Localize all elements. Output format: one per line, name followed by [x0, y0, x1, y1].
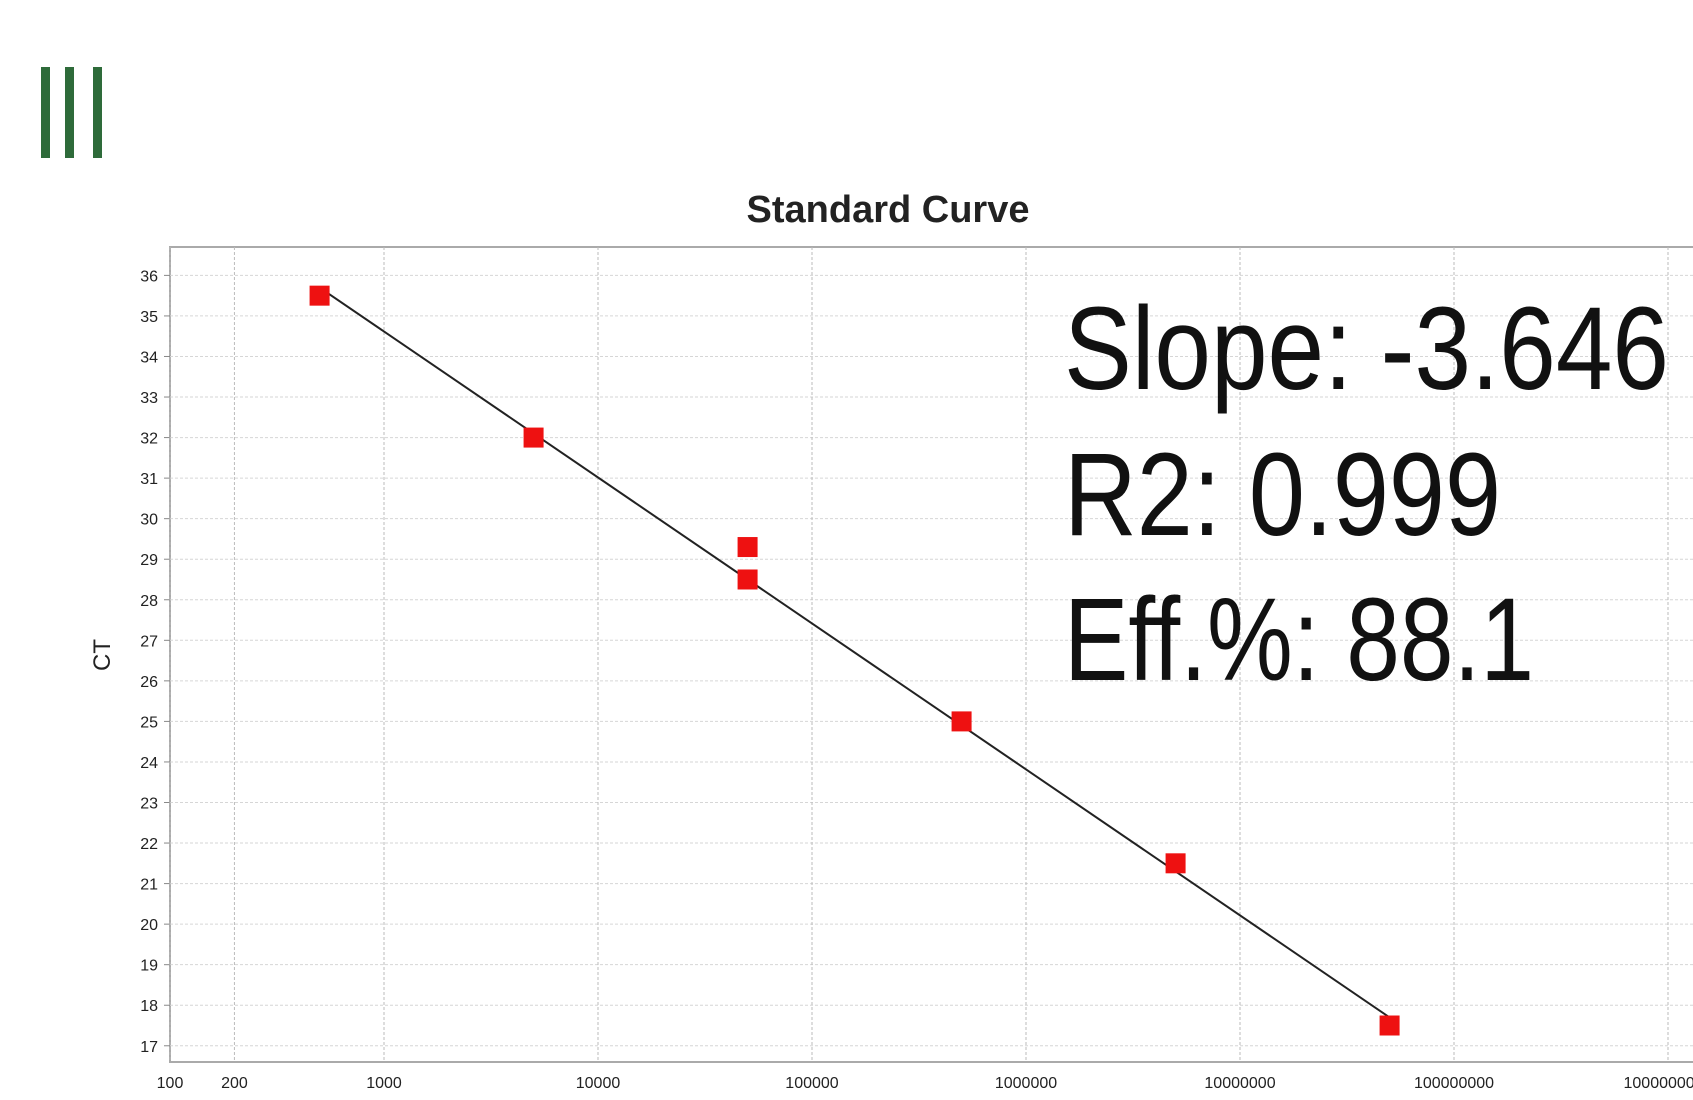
x-tick-label: 10000 — [576, 1075, 621, 1092]
y-tick-label: 19 — [140, 958, 158, 975]
stat-annotation: R2: 0.999 — [1064, 429, 1501, 561]
point — [309, 285, 330, 306]
y-tick-label: 21 — [140, 877, 158, 894]
x-tick-label: 100000000 — [1414, 1075, 1494, 1092]
y-tick-label: 27 — [140, 633, 158, 650]
x-tick-label: 100000 — [785, 1075, 838, 1092]
y-tick-label: 30 — [140, 512, 158, 529]
x-tick-label: 1000000 — [995, 1075, 1057, 1092]
y-tick-label: 26 — [140, 674, 158, 691]
point — [1165, 853, 1186, 874]
y-tick-label: 17 — [140, 1039, 158, 1056]
x-tick-label: 1000 — [366, 1075, 402, 1092]
y-tick-label: 29 — [140, 552, 158, 569]
y-tick-label: 20 — [140, 917, 158, 934]
x-tick-label: 100 — [157, 1075, 184, 1092]
point — [737, 569, 758, 590]
stat-annotation: Eff.%: 88.1 — [1064, 574, 1534, 706]
y-tick-label: 23 — [140, 795, 158, 812]
stat-annotation: Slope: -3.646 — [1064, 283, 1669, 415]
y-tick-label: 22 — [140, 836, 158, 853]
x-tick-label: 1000000000 — [1624, 1075, 1693, 1092]
logo-bar — [93, 67, 102, 158]
y-tick-label: 36 — [140, 268, 158, 285]
y-tick-label: 24 — [140, 755, 158, 772]
y-tick-label: 32 — [140, 431, 158, 448]
y-axis-label: CT — [89, 639, 116, 671]
y-tick-label: 34 — [140, 349, 158, 366]
logo-bar — [65, 67, 74, 158]
x-tick-label: 10000000 — [1204, 1075, 1275, 1092]
plot-area — [169, 246, 1693, 1063]
y-tick-label: 31 — [140, 471, 158, 488]
point — [1379, 1015, 1400, 1036]
point — [951, 711, 972, 732]
point — [523, 427, 544, 448]
logo-bar — [41, 67, 50, 158]
y-tick-label: 35 — [140, 309, 158, 326]
point — [737, 537, 758, 558]
y-tick-label: 18 — [140, 998, 158, 1015]
y-tick-label: 33 — [140, 390, 158, 407]
chart-title: Standard Curve — [747, 189, 1030, 231]
y-tick-label: 28 — [140, 593, 158, 610]
trendline — [319, 286, 1391, 1019]
y-tick-label: 25 — [140, 714, 158, 731]
x-tick-label: 200 — [221, 1075, 248, 1092]
